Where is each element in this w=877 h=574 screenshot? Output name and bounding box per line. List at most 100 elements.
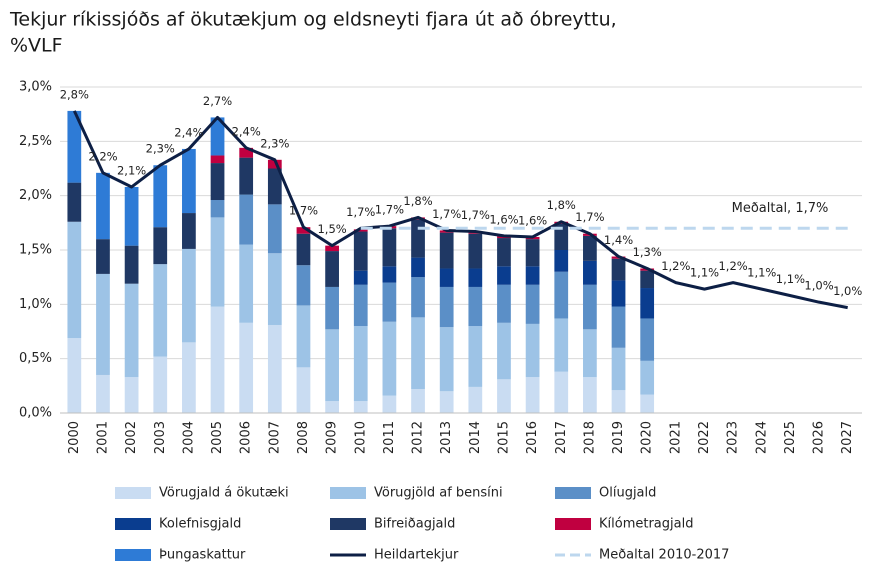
data-label: 1,7% xyxy=(346,205,375,219)
legend-swatch xyxy=(330,487,366,499)
bar-segment xyxy=(497,238,511,267)
bar-segment xyxy=(382,266,397,283)
bar-segment xyxy=(67,221,82,339)
bar-segment xyxy=(153,356,168,413)
bar-segment xyxy=(96,172,110,240)
legend-label: Kolefnisgjald xyxy=(159,517,241,532)
data-label: 1,1% xyxy=(690,266,719,280)
bar-segment xyxy=(210,117,225,156)
bar-segment xyxy=(439,268,454,287)
bar-segment xyxy=(239,322,254,413)
x-tick-label: 2015 xyxy=(496,421,511,454)
bar-segment xyxy=(267,253,282,325)
bar-segment xyxy=(583,377,597,413)
bar-segment xyxy=(267,159,282,169)
bar-segment xyxy=(325,401,339,413)
bar-segment xyxy=(239,157,254,195)
bar-segment xyxy=(439,286,454,328)
bar-segment xyxy=(153,227,168,265)
y-tick-label: 3,0% xyxy=(19,80,52,95)
data-label: 1,2% xyxy=(661,259,690,273)
chart-title: %VLF xyxy=(10,35,63,57)
data-label: 1,1% xyxy=(747,266,776,280)
bar-segment xyxy=(583,284,597,330)
x-tick-label: 2003 xyxy=(153,421,168,454)
bar-segment xyxy=(439,391,454,413)
bar-segment xyxy=(382,228,397,267)
x-tick-label: 2019 xyxy=(611,421,626,454)
x-tick-label: 2020 xyxy=(640,421,655,454)
legend-swatch xyxy=(115,518,151,530)
legend-swatch xyxy=(115,549,151,561)
bar-segment xyxy=(67,182,82,222)
legend-swatch xyxy=(330,518,366,530)
bar-segment xyxy=(296,305,311,368)
bar-segment xyxy=(468,233,483,269)
x-tick-label: 2013 xyxy=(439,421,454,454)
x-tick-label: 2004 xyxy=(181,421,196,454)
x-tick-label: 2026 xyxy=(812,421,827,454)
x-tick-label: 2005 xyxy=(210,421,225,454)
y-tick-label: 2,5% xyxy=(19,134,52,149)
bar-segment xyxy=(411,389,425,413)
legend-label: Olíugjald xyxy=(599,486,656,501)
bar-segment xyxy=(411,219,425,258)
bar-segment xyxy=(554,250,569,272)
x-tick-label: 2022 xyxy=(697,421,712,454)
bar-segment xyxy=(497,284,511,323)
y-tick-label: 1,5% xyxy=(19,243,52,258)
bar-segment xyxy=(439,327,454,392)
bar-segment xyxy=(182,248,196,343)
y-tick-label: 2,0% xyxy=(19,188,52,203)
data-label: 1,5% xyxy=(317,222,346,236)
bar-segment xyxy=(382,321,397,396)
bar-segment xyxy=(353,231,368,271)
data-label: 2,8% xyxy=(60,87,89,101)
legend-label: Vörugjöld af bensíni xyxy=(374,486,503,501)
data-label: 1,7% xyxy=(575,210,604,224)
data-label: 1,0% xyxy=(804,279,833,293)
data-label: 2,4% xyxy=(232,124,261,138)
bar-segment xyxy=(353,229,368,232)
bar-segment xyxy=(611,306,626,348)
data-label: 2,7% xyxy=(203,94,232,108)
bar-segment xyxy=(210,217,225,307)
bar-segment xyxy=(525,284,540,324)
bar-segment xyxy=(497,379,511,413)
bar-segment xyxy=(210,163,225,201)
legend-label: Meðaltal 2010-2017 xyxy=(599,548,729,563)
data-label: 1,7% xyxy=(432,207,461,221)
bar-segment xyxy=(497,266,511,285)
bar-segment xyxy=(525,323,540,378)
bar-segment xyxy=(124,283,139,378)
bar-segment xyxy=(296,233,311,266)
x-tick-label: 2017 xyxy=(554,421,569,454)
bar-segment xyxy=(239,147,254,158)
bar-segment xyxy=(325,245,339,252)
bar-segment xyxy=(382,282,397,322)
x-tick-label: 2002 xyxy=(124,421,139,454)
bar-segment xyxy=(296,227,311,234)
x-tick-label: 2021 xyxy=(668,421,683,454)
bar-segment xyxy=(96,374,110,413)
bar-segment xyxy=(411,277,425,318)
data-label: 1,2% xyxy=(718,259,747,273)
x-tick-label: 2016 xyxy=(525,421,540,454)
bar-segment xyxy=(583,235,597,261)
bar-segment xyxy=(611,347,626,391)
bar-segment xyxy=(124,245,139,284)
bar-segment xyxy=(296,367,311,413)
bar-segment xyxy=(468,326,483,387)
data-label: 1,7% xyxy=(375,203,404,217)
legend-swatch xyxy=(555,518,591,530)
x-tick-label: 2009 xyxy=(325,421,340,454)
bar-segment xyxy=(124,377,139,413)
x-tick-label: 2012 xyxy=(411,421,426,454)
bar-segment xyxy=(583,260,597,285)
bar-segment xyxy=(640,394,655,413)
data-label: 2,4% xyxy=(174,125,203,139)
bar-segment xyxy=(468,386,483,413)
x-tick-label: 2010 xyxy=(353,421,368,454)
bar-segment xyxy=(353,284,368,327)
